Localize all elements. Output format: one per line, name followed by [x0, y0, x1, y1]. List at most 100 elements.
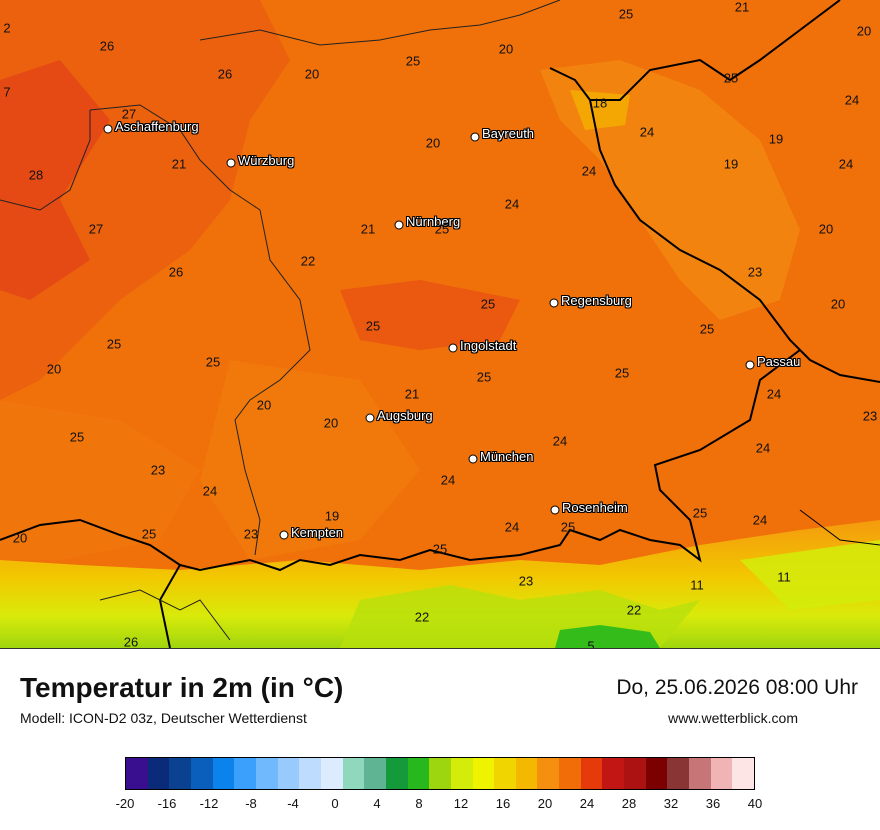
legend-swatch	[299, 758, 321, 789]
temperature-label: 24	[581, 163, 597, 179]
legend-swatch	[429, 758, 451, 789]
temperature-label: 25	[699, 321, 715, 337]
temperature-label: 24	[766, 386, 782, 402]
city-dot	[448, 343, 458, 353]
city-dot	[279, 530, 289, 540]
city-label: Regensburg	[561, 292, 632, 308]
legend-tick-label: 20	[537, 796, 553, 811]
city-dot	[468, 454, 478, 464]
temperature-label: 20	[256, 397, 272, 413]
legend-tick-label: 12	[453, 796, 469, 811]
temperature-label: 25	[205, 354, 221, 370]
forecast-datetime: Do, 25.06.2026 08:00 Uhr	[616, 676, 858, 699]
temperature-label: 22	[300, 253, 316, 269]
city-label: Rosenheim	[562, 499, 628, 515]
temperature-label: 22	[414, 609, 430, 625]
city-label: Nürnberg	[406, 213, 461, 229]
temperature-label: 24	[552, 433, 568, 449]
temperature-label: 26	[217, 66, 233, 82]
website-credit: www.wetterblick.com	[668, 710, 798, 726]
temperature-label: 24	[838, 156, 854, 172]
temperature-label: 7	[3, 84, 11, 100]
temperature-label: 24	[440, 472, 456, 488]
temperature-label: 21	[404, 386, 420, 402]
city-dot	[550, 505, 560, 515]
temperature-label: 27	[88, 221, 104, 237]
city-label: Augsburg	[377, 407, 433, 423]
city-label: München	[480, 448, 534, 464]
legend-swatch	[255, 758, 278, 789]
temperature-label: 20	[830, 296, 846, 312]
legend-tick-label: 32	[663, 796, 679, 811]
city-label: Bayreuth	[482, 125, 535, 141]
border-austria	[179, 349, 801, 572]
legend-swatch	[732, 758, 755, 789]
temperature-label: 19	[723, 156, 739, 172]
legend-swatch	[126, 758, 148, 789]
city-label: Passau	[757, 353, 801, 369]
temperature-label: 25	[480, 296, 496, 312]
temperature-label: 25	[618, 6, 634, 22]
legend-tick-label: 36	[705, 796, 721, 811]
temperature-label: 25	[106, 336, 122, 352]
zone-southwest	[0, 400, 200, 560]
temperature-label: 2	[3, 20, 11, 36]
legend-tick-label: 40	[747, 796, 763, 811]
temperature-label: 23	[747, 264, 763, 280]
map-title: Temperatur in 2m (in °C)	[20, 672, 344, 703]
temperature-label: 5	[587, 638, 595, 649]
temperature-label: 19	[324, 508, 340, 524]
city-dot	[103, 124, 113, 134]
temperature-label: 21	[360, 221, 376, 237]
city-dot	[549, 298, 559, 308]
border-czech-north	[549, 0, 841, 101]
legend-swatch	[234, 758, 256, 789]
legend-swatch	[277, 758, 300, 789]
temperature-label: 11	[690, 577, 704, 593]
city-label: Kempten	[291, 524, 344, 540]
legend-swatch	[169, 758, 191, 789]
city-dot	[365, 413, 375, 423]
legend-swatch	[385, 758, 408, 789]
temperature-label: 21	[734, 0, 750, 15]
legend-swatch	[667, 758, 690, 789]
legend-swatch	[364, 758, 386, 789]
temperature-label: 11	[777, 569, 791, 585]
temperature-label: 25	[405, 53, 421, 69]
city-dot	[470, 132, 480, 142]
temperature-label: 19	[768, 131, 784, 147]
temperature-label: 25	[69, 429, 85, 445]
legend-swatch	[212, 758, 235, 789]
temperature-label: 26	[168, 264, 184, 280]
legend-tick-label: -8	[245, 796, 257, 811]
legend-swatch	[710, 758, 733, 789]
hot-zone-spessart	[0, 60, 110, 300]
alpine-peaks	[555, 625, 660, 648]
legend-swatch	[472, 758, 495, 789]
city-label: Ingolstadt	[460, 337, 517, 353]
temperature-label: 20	[856, 23, 872, 39]
border-hesse	[0, 110, 91, 211]
temperature-label: 24	[752, 512, 768, 528]
city-dot	[745, 360, 755, 370]
temperature-label: 18	[592, 95, 608, 111]
temperature-label: 27	[121, 106, 137, 122]
temperature-label: 24	[504, 196, 520, 212]
legend-tick-label: 24	[579, 796, 595, 811]
legend-tick-label: -20	[115, 796, 135, 811]
legend-swatch	[450, 758, 473, 789]
temperature-label: 28	[28, 167, 44, 183]
temperature-label: 24	[202, 483, 218, 499]
city-label: Würzburg	[238, 152, 295, 168]
legend-tick-label: 4	[373, 796, 381, 811]
color-legend	[125, 757, 755, 790]
temperature-label: 20	[323, 415, 339, 431]
legend-swatch	[559, 758, 581, 789]
temperature-label: 20	[425, 135, 441, 151]
city-label: Aschaffenburg	[115, 118, 199, 134]
temperature-label: 23	[243, 526, 259, 542]
map-canvas	[0, 0, 880, 648]
temperature-label: 24	[639, 124, 655, 140]
legend-swatch	[407, 758, 430, 789]
temperature-label: 25	[614, 365, 630, 381]
